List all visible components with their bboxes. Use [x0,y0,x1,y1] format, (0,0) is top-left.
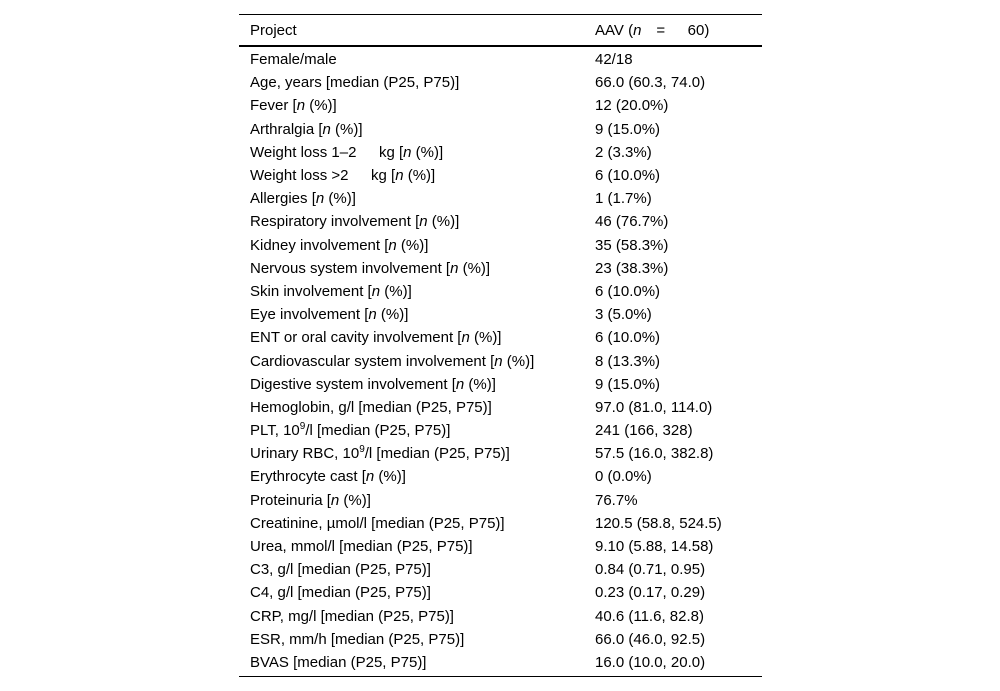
row-label: Arthralgia [n (%)] [250,120,363,138]
row-value: 66.0 (46.0, 92.5) [595,630,706,648]
table-row: Weight loss 1–2 kg [n (%)] 2 (3.3%) [239,141,762,164]
table-row: ESR, mm/h [median (P25, P75)] 66.0 (46.0,… [239,628,762,651]
row-label: Eye involvement [n (%)] [250,306,409,324]
row-label: ESR, mm/h [median (P25, P75)] [250,630,465,648]
row-value: 241 (166, 328) [595,422,693,440]
row-value: 1 (1.7%) [595,190,652,208]
row-label: Fever [n (%)] [250,97,337,115]
table-row: ENT or oral cavity involvement [n (%)] 6 … [239,326,762,349]
table-row: C3, g/l [median (P25, P75)] 0.84 (0.71, 0… [239,558,762,581]
row-value: 12 (20.0%) [595,97,669,115]
row-value: 42/18 [595,51,633,69]
row-value: 8 (13.3%) [595,352,661,370]
table-row: Digestive system involvement [n (%)] 9 (1… [239,373,762,396]
row-value: 120.5 (58.8, 524.5) [595,514,722,532]
row-value: 57.5 (16.0, 382.8) [595,445,714,463]
table-row: Skin involvement [n (%)] 6 (10.0%) [239,280,762,303]
table-row: Urinary RBC, 109/l [median (P25, P75)] 57… [239,442,762,465]
table-row: Hemoglobin, g/l [median (P25, P75)] 97.0 … [239,396,762,419]
row-label: Weight loss >2 kg [n (%)] [250,167,436,185]
table-row: Allergies [n (%)] 1 (1.7%) [239,187,762,210]
row-label: Weight loss 1–2 kg [n (%)] [250,143,444,161]
table-row: Weight loss >2 kg [n (%)] 6 (10.0%) [239,164,762,187]
row-value: 2 (3.3%) [595,143,652,161]
table-row: Fever [n (%)] 12 (20.0%) [239,94,762,117]
row-label: C3, g/l [median (P25, P75)] [250,561,431,579]
row-label: BVAS [median (P25, P75)] [250,653,427,671]
table-row: Respiratory involvement [n (%)] 46 (76.7%… [239,210,762,233]
row-label: Cardiovascular system involvement [n (%)… [250,352,535,370]
row-value: 76.7% [595,491,638,509]
row-label: Urinary RBC, 109/l [median (P25, P75)] [250,445,510,463]
row-value: 40.6 (11.6, 82.8) [595,607,704,625]
table-row: Proteinuria [n (%)] 76.7% [239,489,762,512]
table-row: Erythrocyte cast [n (%)] 0 (0.0%) [239,465,762,488]
row-value: 3 (5.0%) [595,306,652,324]
row-value: 6 (10.0%) [595,329,661,347]
row-value: 35 (58.3%) [595,236,669,254]
row-value: 97.0 (81.0, 114.0) [595,398,713,416]
table-row: Kidney involvement [n (%)] 35 (58.3%) [239,234,762,257]
table-header-aav-n60: AAV (n = 60) [595,21,710,39]
table-row: Creatinine, µmol/l [median (P25, P75)] 12… [239,512,762,535]
row-label: Creatinine, µmol/l [median (P25, P75)] [250,514,505,532]
row-label: C4, g/l [median (P25, P75)] [250,584,431,602]
table-header-row: Project AAV (n = 60) [239,15,762,47]
row-label: Respiratory involvement [n (%)] [250,213,460,231]
table-row: Age, years [median (P25, P75)] 66.0 (60.3… [239,71,762,94]
table-row: C4, g/l [median (P25, P75)] 0.23 (0.17, 0… [239,581,762,604]
row-label: Nervous system involvement [n (%)] [250,259,491,277]
table-row: CRP, mg/l [median (P25, P75)] 40.6 (11.6,… [239,605,762,628]
row-value: 0.84 (0.71, 0.95) [595,561,706,579]
table-row: Eye involvement [n (%)] 3 (5.0%) [239,303,762,326]
row-label: ENT or oral cavity involvement [n (%)] [250,329,502,347]
table-header-project: Project [250,21,297,39]
row-label: Proteinuria [n (%)] [250,491,371,509]
table-body: Female/male 42/18 Age, years [median (P25,… [239,47,762,676]
row-value: 6 (10.0%) [595,282,661,300]
row-label: Digestive system involvement [n (%)] [250,375,496,393]
row-value: 0.23 (0.17, 0.29) [595,584,706,602]
row-value: 9.10 (5.88, 14.58) [595,538,714,556]
row-value: 23 (38.3%) [595,259,669,277]
row-label: Age, years [median (P25, P75)] [250,74,460,92]
row-label: Skin involvement [n (%)] [250,282,412,300]
row-label: Female/male [250,51,337,69]
row-label: Hemoglobin, g/l [median (P25, P75)] [250,398,492,416]
table-row: Urea, mmol/l [median (P25, P75)] 9.10 (5.… [239,535,762,558]
characteristics-table: Project AAV (n = 60) Female/male 42/18 Age… [239,14,762,678]
row-value: 16.0 (10.0, 20.0) [595,653,706,671]
row-label: Erythrocyte cast [n (%)] [250,468,406,486]
row-label: Kidney involvement [n (%)] [250,236,429,254]
row-value: 9 (15.0%) [595,375,661,393]
table-row: BVAS [median (P25, P75)] 16.0 (10.0, 20.0… [239,651,762,674]
row-label: Urea, mmol/l [median (P25, P75)] [250,538,473,556]
row-label: Allergies [n (%)] [250,190,356,208]
row-label: CRP, mg/l [median (P25, P75)] [250,607,454,625]
row-value: 46 (76.7%) [595,213,669,231]
row-value: 66.0 (60.3, 74.0) [595,74,706,92]
row-value: 6 (10.0%) [595,167,661,185]
table-row: PLT, 109/l [median (P25, P75)] 241 (166, … [239,419,762,442]
row-value: 9 (15.0%) [595,120,661,138]
row-value: 0 (0.0%) [595,468,652,486]
table-row: Female/male 42/18 [239,48,762,71]
table-row: Arthralgia [n (%)] 9 (15.0%) [239,118,762,141]
table-row: Nervous system involvement [n (%)] 23 (38… [239,257,762,280]
table-row: Cardiovascular system involvement [n (%)… [239,349,762,372]
row-label: PLT, 109/l [median (P25, P75)] [250,422,451,440]
